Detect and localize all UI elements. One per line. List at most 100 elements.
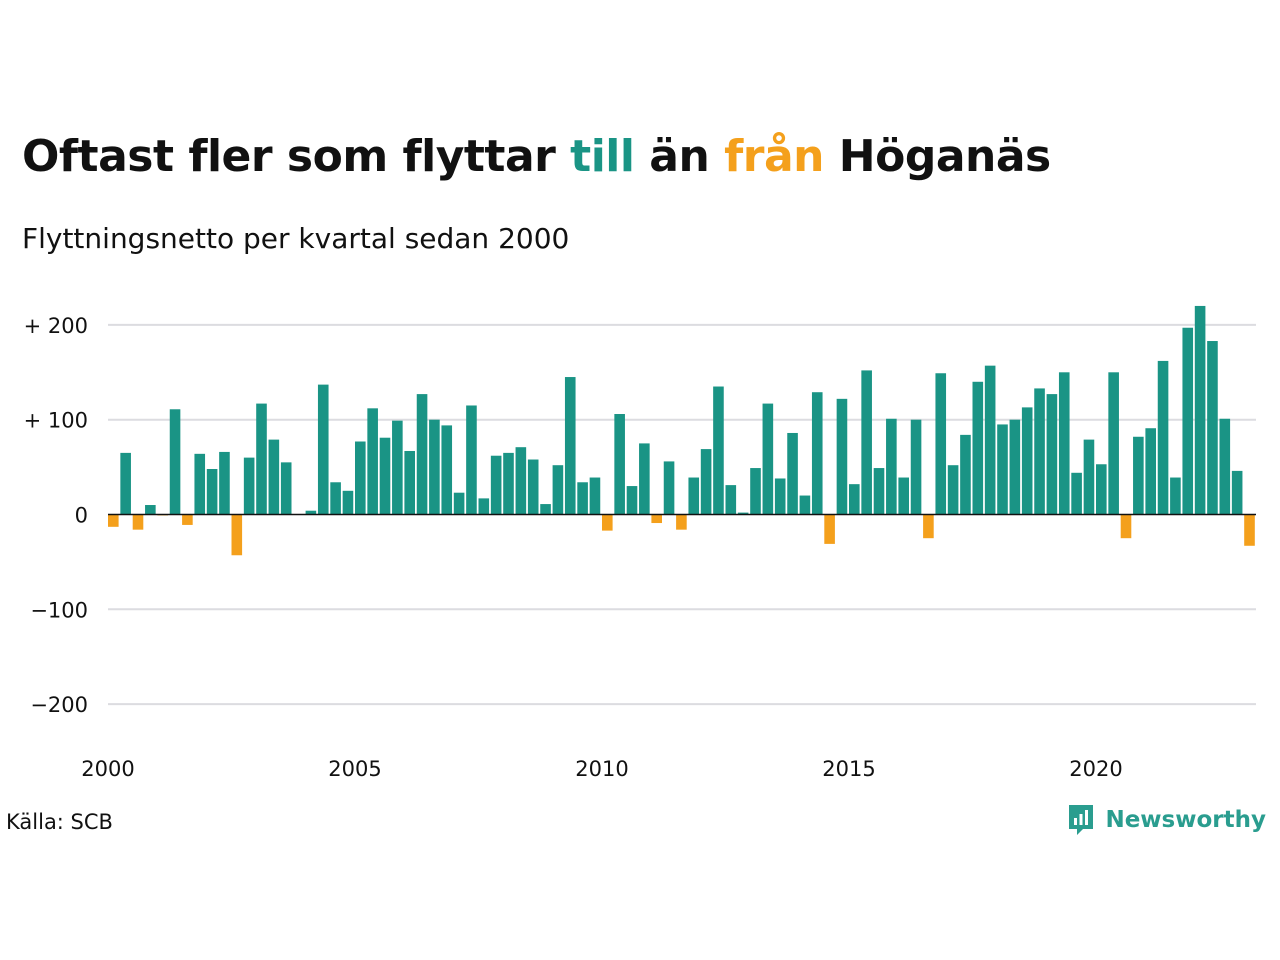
bar [379,437,391,515]
bar [1108,372,1119,515]
bar [626,486,638,515]
bar [256,403,267,515]
bar [515,447,527,515]
bar [947,465,959,515]
bar [1182,327,1194,515]
bar [243,457,255,515]
bar [824,514,835,544]
bar [1096,464,1107,515]
bar [182,514,193,525]
bar [836,398,848,515]
bar [1009,419,1021,515]
bar [923,514,934,539]
newsworthy-logo-icon [1069,805,1094,835]
bar [280,462,292,515]
bar [231,514,243,556]
bar [700,449,712,515]
bar [750,468,761,515]
bar [1170,477,1181,515]
bar [577,482,588,515]
x-tick-label: 2005 [328,757,381,781]
bar [972,381,984,515]
source-note: Källa: SCB [6,810,113,834]
bar [663,461,675,515]
bar [725,485,737,515]
x-tick-label: 2010 [575,757,628,781]
bar [490,455,502,515]
bar [1219,418,1231,515]
bar [886,418,897,515]
bar [342,490,354,515]
bar [355,441,366,515]
bar [478,498,490,515]
axes: −200 −100 0 + 100 + 200 2000 2005 2010 2015 2020 [24,314,1256,781]
bar [935,373,947,515]
bar [1120,514,1132,539]
bar [503,452,514,515]
bar [564,377,576,515]
bar [688,477,700,515]
y-tick-label: −100 [30,598,88,622]
bar [602,514,613,531]
bar [1133,436,1144,515]
bar [132,514,144,530]
bar-chart: −200 −100 0 + 100 + 200 2000 2005 2010 2015 2020 [24,305,1256,781]
title-word-in: till [570,131,635,182]
bar [145,505,156,515]
bar [1207,341,1218,515]
bar [774,478,786,515]
bar [552,465,564,515]
bar [1194,305,1206,515]
bar [1046,394,1058,515]
bar [639,443,650,515]
bar [1034,388,1045,515]
bar [651,514,662,524]
bar [268,439,280,515]
x-tick-label: 2000 [81,757,134,781]
bar [527,459,539,515]
bar [429,419,440,515]
bar [317,384,329,515]
bar [367,408,378,515]
bar [392,420,403,515]
bar [1157,360,1169,515]
bar [997,424,1008,515]
bar [194,453,206,515]
bar [787,432,798,515]
bar [1083,439,1095,515]
bar [1071,472,1082,515]
bar [330,482,341,515]
bar [676,514,687,530]
bar [404,450,415,515]
y-tick-label: 0 [75,504,88,528]
bar [1145,428,1156,515]
bar [169,409,181,515]
chart-subtitle: Flyttningsnetto per kvartal sedan 2000 [22,222,570,255]
bars [108,305,1255,556]
chart-title: Oftast fler som flyttar till än från Hög… [22,131,1051,182]
bar [108,514,119,527]
bar [762,403,774,515]
y-tick-label: −200 [30,693,88,717]
bar [861,370,872,515]
bar [453,492,465,515]
bar [540,504,551,515]
bar [614,414,625,515]
bar [737,512,749,515]
bar [960,434,971,515]
title-part-2: än [634,131,725,182]
bar [984,365,996,515]
bar [1244,514,1255,546]
x-tick-label: 2020 [1069,757,1122,781]
bar [466,405,477,515]
bar [441,425,453,515]
bar [910,419,922,515]
bar [811,392,823,515]
bar [1058,372,1070,515]
title-word-out: från [724,131,824,182]
title-part-1: Oftast fler som flyttar [22,131,571,182]
bar [849,484,860,515]
bar [416,394,428,515]
bar [873,468,885,515]
bar [120,452,131,515]
